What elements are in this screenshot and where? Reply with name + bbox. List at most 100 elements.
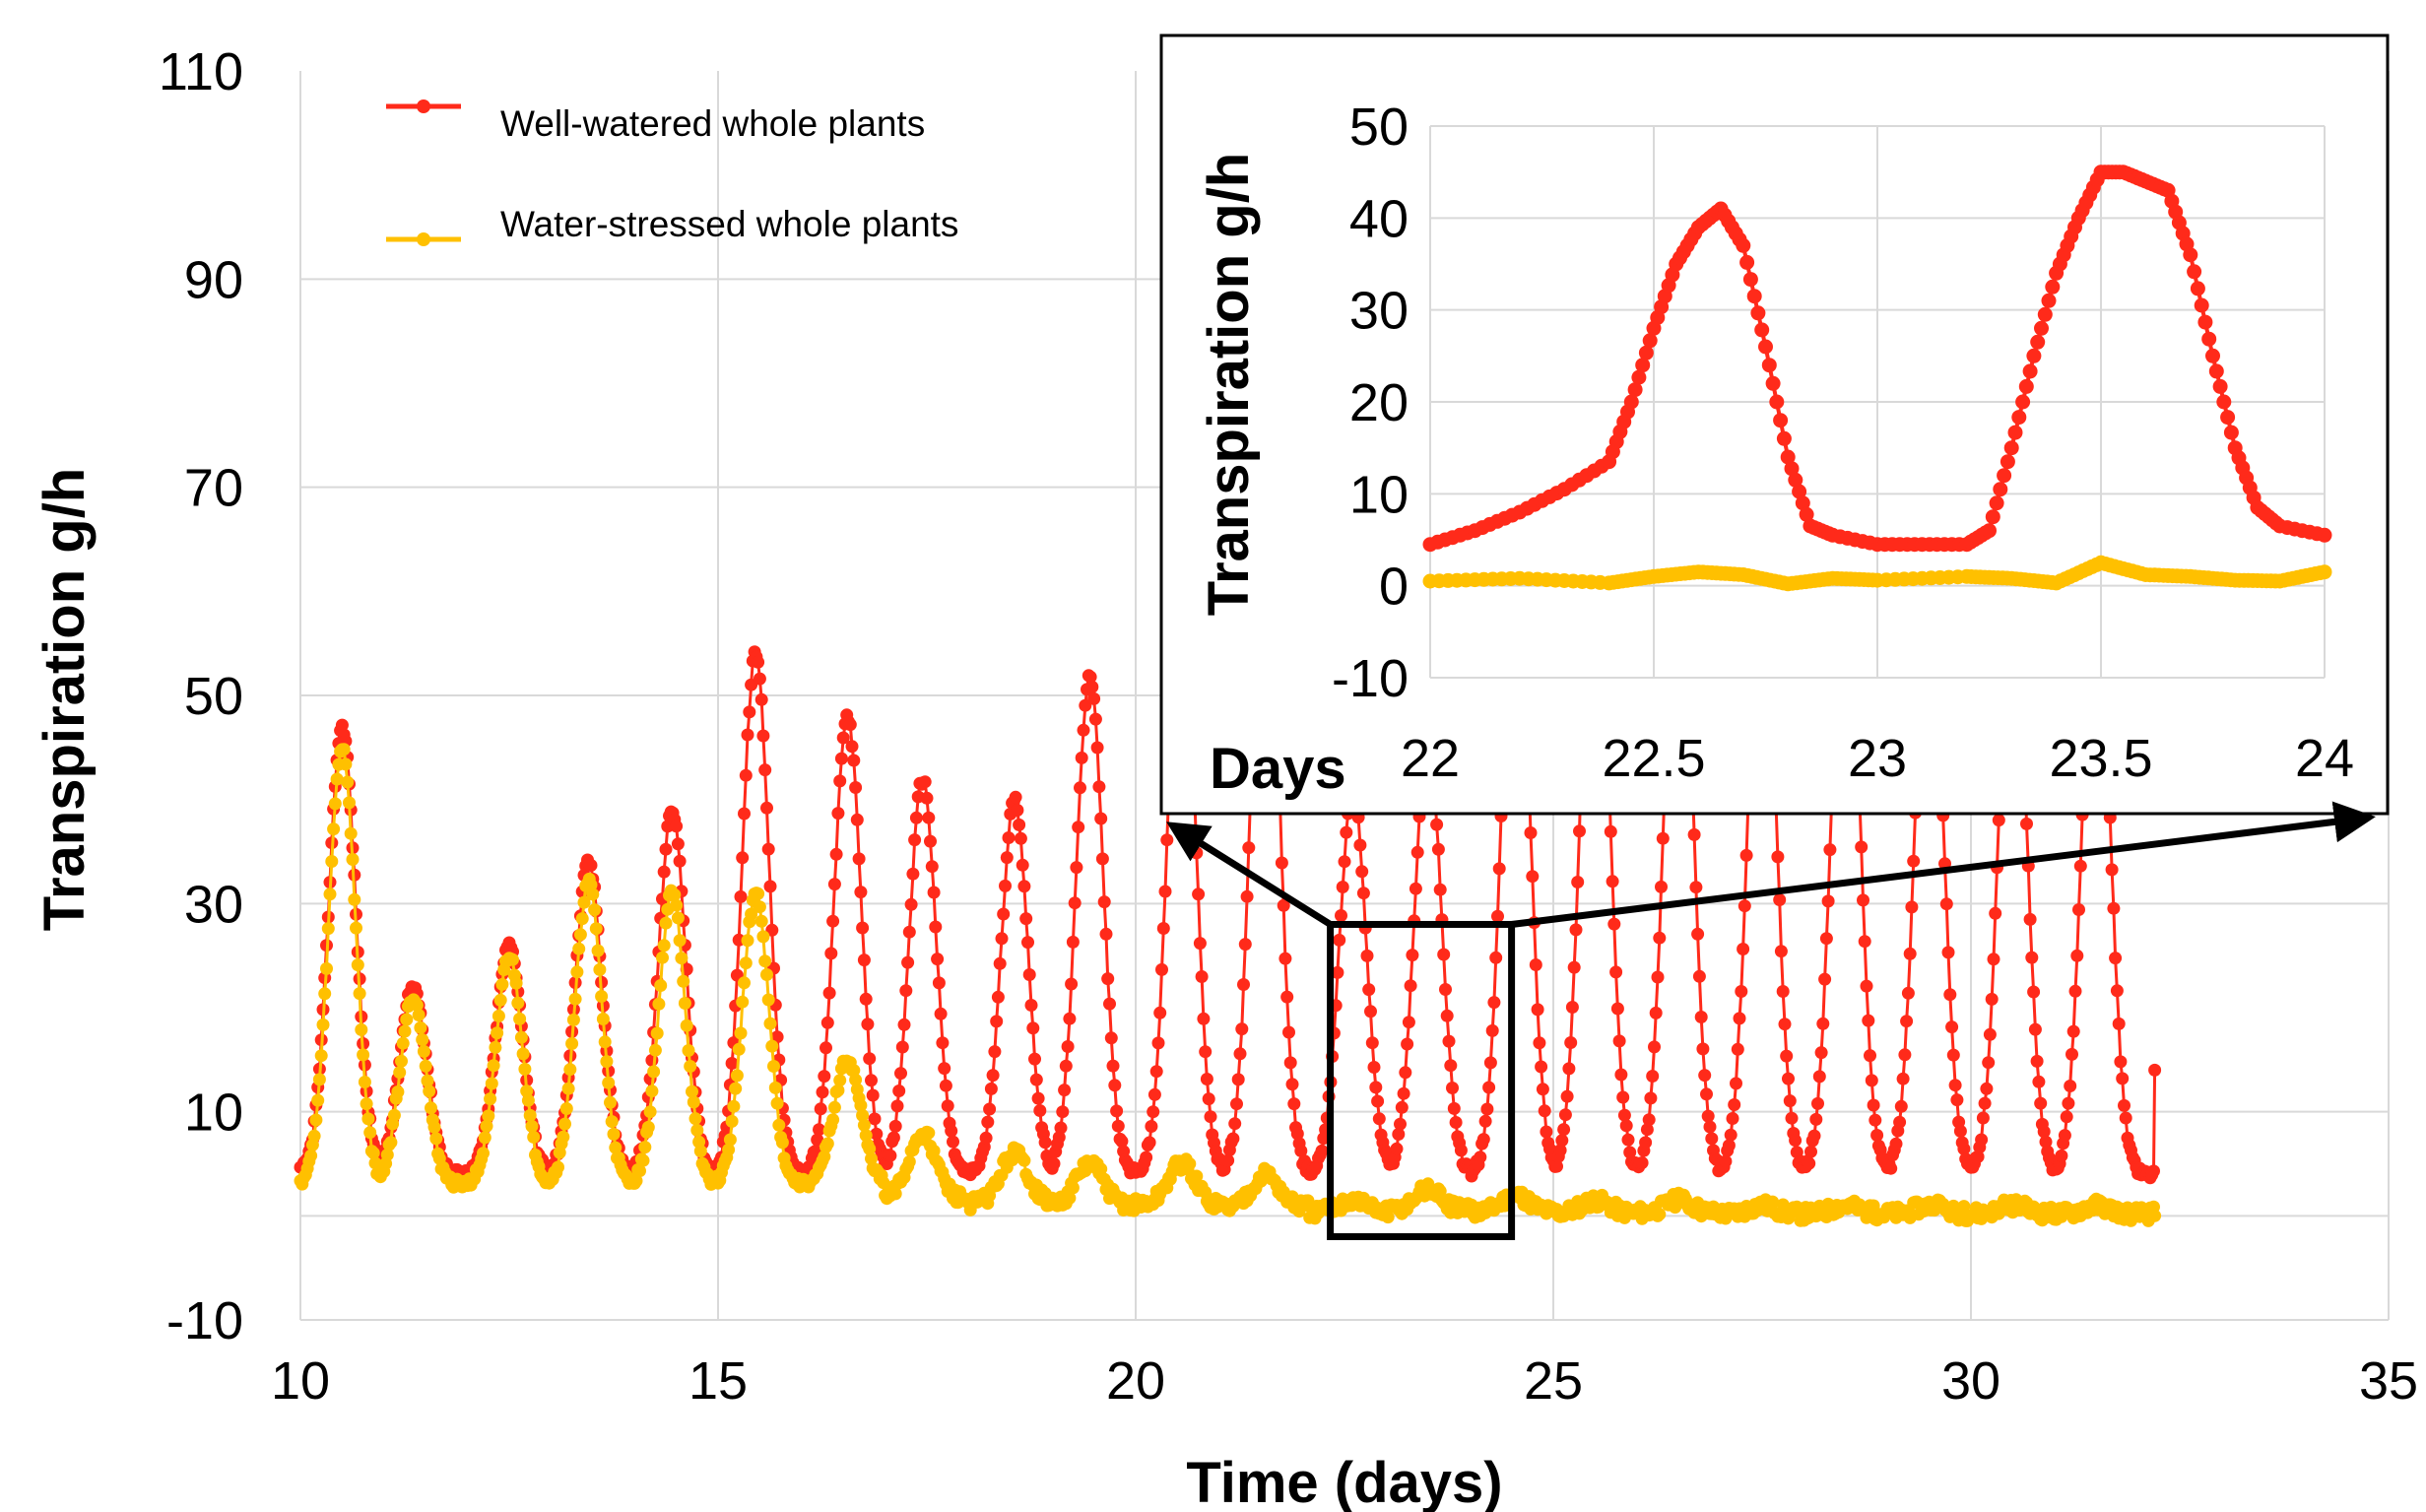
main-data-point [816,1085,829,1099]
main-data-point [1449,1116,1463,1129]
main-data-point [304,1149,318,1162]
main-data-point [1365,1036,1379,1050]
main-data-point [1540,1125,1553,1139]
main-data-point [629,1174,643,1188]
main-data-point [314,1049,328,1063]
main-data-point [1240,889,1254,903]
main-data-point [525,1119,539,1133]
main-data-point [1905,900,1919,914]
inset-data-point [2216,394,2232,410]
main-data-point [1183,1157,1197,1170]
main-data-point [1722,1139,1736,1152]
main-data-point [487,1059,500,1073]
main-data-point [1987,953,2000,966]
main-data-point [572,942,586,955]
main-data-point [1609,965,1623,979]
main-data-point [318,987,332,1001]
main-data-point [1195,970,1209,983]
inset-data-point [2205,348,2220,363]
main-data-point [1193,937,1207,951]
main-data-point [1533,1036,1546,1050]
main-data-point [1371,1094,1385,1108]
main-data-point [654,979,668,992]
main-data-point [1399,1066,1412,1080]
main-data-point [648,1043,662,1057]
main-data-point [675,952,688,965]
main-data-point [1701,1109,1715,1123]
main-data-point [884,1149,897,1162]
main-data-point [647,1065,661,1079]
main-data-point [1237,978,1250,991]
main-data-point [1315,1144,1329,1157]
main-data-point [607,1127,621,1141]
main-data-point [1147,1105,1160,1119]
main-data-point [870,1127,884,1141]
main-data-point [1957,1142,1971,1155]
main-data-point [831,1084,845,1097]
main-data-point [1356,887,1370,900]
main-data-point [866,1088,880,1102]
main-data-point [1953,1124,1967,1138]
inset-data-point [1765,375,1781,391]
main-data-point [425,1101,437,1115]
main-data-point [752,887,765,900]
main-data-point [1862,1014,1875,1027]
main-data-point [852,852,866,866]
main-data-point [1651,970,1665,984]
inset-x-tick-label: 23 [1848,729,1907,788]
main-data-point [820,1041,832,1055]
main-data-point [859,1129,873,1143]
main-data-point [1017,880,1031,893]
legend-entry-well-watered: Well-watered whole plants [386,99,925,144]
main-data-point [741,728,754,742]
main-data-point [1900,1015,1914,1028]
main-data-point [1889,1137,1903,1150]
main-data-point [1068,896,1082,910]
main-data-point [2073,859,2087,873]
inset-data-point [1989,495,2004,511]
legend-label-water-stressed: Water-stressed whole plants [500,204,958,244]
main-data-point [1535,1060,1548,1074]
main-data-point [477,1147,490,1160]
main-data-point [1147,1087,1161,1101]
main-data-point [1816,1017,1830,1030]
main-data-point [829,847,843,861]
main-data-point [2065,1047,2078,1061]
main-data-point [918,775,932,789]
main-data-point [763,1017,777,1030]
main-data-point [947,1135,959,1149]
main-data-point [1607,917,1621,931]
main-data-point [605,1115,619,1129]
inset-data-point [1642,333,1658,349]
main-data-point [589,922,603,936]
main-data-point [596,1013,610,1025]
main-data-point [1804,1145,1817,1158]
main-data-point [513,1012,527,1025]
main-data-point [739,956,753,970]
main-data-point [1285,1078,1299,1091]
main-data-point [1482,1081,1496,1094]
main-data-point [811,1133,824,1147]
main-data-point [1700,1087,1713,1101]
main-data-point [1364,1005,1377,1019]
main-data-point [1145,1120,1158,1133]
main-data-point [2028,1022,2042,1036]
main-data-point [2112,1017,2126,1030]
main-data-point [2055,1149,2068,1162]
main-x-tick-label: 20 [1106,1351,1165,1411]
inset-data-point [2197,314,2213,330]
inset-data-point [2003,440,2019,456]
main-data-point [2105,863,2119,877]
main-data-point [1811,1096,1824,1110]
main-data-point [1033,1104,1047,1117]
main-data-point [1287,1097,1301,1111]
inset-data-point [2223,425,2239,440]
main-data-point [552,1160,564,1174]
main-data-point [1075,751,1088,764]
main-data-point [1031,1091,1045,1105]
main-data-point [1190,1169,1204,1183]
main-data-point [1884,1161,1898,1175]
main-data-point [1200,1073,1213,1085]
main-data-point [1052,1131,1066,1145]
main-data-point [641,1120,655,1134]
